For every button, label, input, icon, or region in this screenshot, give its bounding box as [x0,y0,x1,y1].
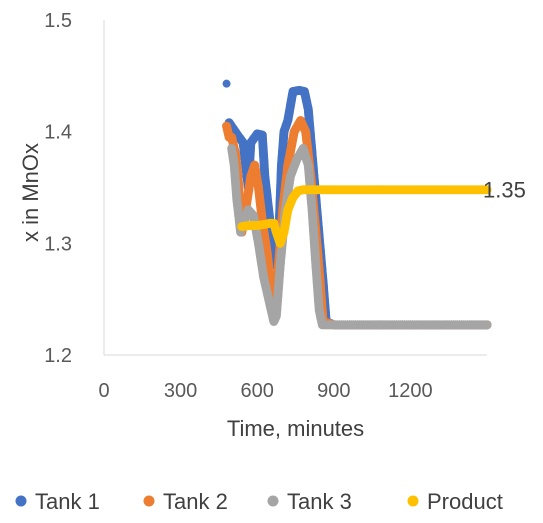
legend-marker [267,495,279,507]
x-axis-title: Time, minutes [227,416,364,441]
x-tick-label: 300 [164,380,197,402]
legend-marker [143,495,155,507]
x-tick-label: 1200 [388,380,433,402]
legend-marker [15,495,27,507]
y-tick-label: 1.2 [44,345,72,367]
x-tick-label: 900 [317,380,350,402]
x-tick-label: 0 [98,380,109,402]
legend-label: Tank 3 [287,489,352,514]
data-point [482,320,492,330]
legend-label: Tank 1 [35,489,100,514]
legend-marker [407,495,419,507]
y-tick-label: 1.5 [44,10,72,32]
legend-label: Product [427,489,503,514]
data-label: 1.35 [483,178,526,203]
series-product [237,185,492,248]
data-point [482,185,492,195]
x-tick-label: 600 [241,380,274,402]
y-tick-label: 1.3 [44,233,72,255]
legend-label: Tank 2 [163,489,228,514]
y-axis-title: x in MnOx [18,143,43,242]
y-tick-label: 1.4 [44,122,72,144]
data-point [222,79,231,88]
